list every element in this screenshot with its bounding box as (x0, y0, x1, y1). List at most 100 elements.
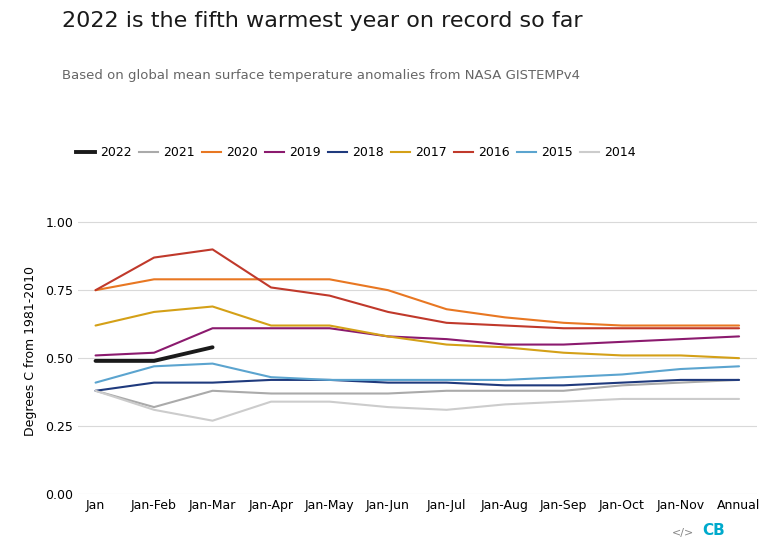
2015 (266, 374, 275, 380)
2015 (149, 363, 159, 369)
2019 (324, 325, 334, 332)
2020 (441, 306, 451, 312)
2021 (90, 388, 100, 394)
2016 (383, 309, 392, 315)
2015 (207, 360, 217, 367)
2020 (383, 287, 392, 294)
2019 (207, 325, 217, 332)
2014 (558, 399, 568, 405)
Line: 2018: 2018 (95, 380, 739, 391)
2021 (617, 382, 626, 389)
Line: 2021: 2021 (95, 380, 739, 407)
2018 (266, 377, 275, 383)
2018 (558, 382, 568, 389)
2017 (266, 322, 275, 329)
2019 (266, 325, 275, 332)
2019 (501, 341, 510, 348)
2020 (558, 320, 568, 326)
2015 (617, 371, 626, 378)
2014 (266, 399, 275, 405)
2019 (149, 349, 159, 356)
2014 (149, 406, 159, 413)
Text: </>: </> (672, 528, 694, 538)
2022 (207, 344, 217, 351)
2014 (675, 396, 685, 402)
2016 (324, 292, 334, 299)
2018 (324, 377, 334, 383)
2016 (675, 325, 685, 332)
2021 (383, 390, 392, 397)
2020 (149, 276, 159, 283)
2014 (90, 388, 100, 394)
2018 (675, 377, 685, 383)
2019 (675, 336, 685, 343)
2016 (441, 320, 451, 326)
2017 (675, 352, 685, 358)
2019 (383, 333, 392, 340)
2016 (501, 322, 510, 329)
Line: 2020: 2020 (95, 279, 739, 326)
2016 (617, 325, 626, 332)
2021 (501, 388, 510, 394)
2014 (441, 406, 451, 413)
Line: 2022: 2022 (95, 348, 212, 361)
2015 (501, 377, 510, 383)
2019 (617, 339, 626, 345)
2017 (383, 333, 392, 340)
2015 (558, 374, 568, 380)
2018 (501, 382, 510, 389)
2014 (324, 399, 334, 405)
2019 (558, 341, 568, 348)
Text: 2022 is the fifth warmest year on record so far: 2022 is the fifth warmest year on record… (62, 11, 583, 31)
2017 (617, 352, 626, 358)
2016 (207, 246, 217, 253)
2016 (558, 325, 568, 332)
2018 (441, 379, 451, 386)
2021 (266, 390, 275, 397)
2018 (207, 379, 217, 386)
2014 (207, 417, 217, 424)
2016 (266, 284, 275, 291)
Legend: 2022, 2021, 2020, 2019, 2018, 2017, 2016, 2015, 2014: 2022, 2021, 2020, 2019, 2018, 2017, 2016… (76, 146, 636, 159)
2017 (501, 344, 510, 351)
2014 (383, 404, 392, 411)
2016 (149, 254, 159, 261)
Line: 2017: 2017 (95, 306, 739, 358)
2018 (149, 379, 159, 386)
2014 (617, 396, 626, 402)
Line: 2014: 2014 (95, 391, 739, 421)
2015 (675, 366, 685, 372)
2021 (734, 377, 743, 383)
Line: 2019: 2019 (95, 328, 739, 355)
2021 (441, 388, 451, 394)
2017 (149, 309, 159, 315)
2017 (324, 322, 334, 329)
2017 (734, 355, 743, 361)
Text: CB: CB (703, 523, 725, 538)
2014 (501, 401, 510, 408)
2020 (734, 322, 743, 329)
2019 (441, 336, 451, 343)
2018 (617, 379, 626, 386)
2020 (207, 276, 217, 283)
2017 (207, 303, 217, 310)
2021 (149, 404, 159, 411)
2018 (383, 379, 392, 386)
2020 (675, 322, 685, 329)
2021 (675, 379, 685, 386)
2018 (734, 377, 743, 383)
2020 (266, 276, 275, 283)
Text: Based on global mean surface temperature anomalies from NASA GISTEMPv4: Based on global mean surface temperature… (62, 69, 580, 82)
2015 (324, 377, 334, 383)
Line: 2016: 2016 (95, 249, 739, 328)
2019 (734, 333, 743, 340)
2020 (90, 287, 100, 294)
2016 (734, 325, 743, 332)
2016 (90, 287, 100, 294)
2017 (558, 349, 568, 356)
2021 (207, 388, 217, 394)
2021 (558, 388, 568, 394)
2014 (734, 396, 743, 402)
2019 (90, 352, 100, 358)
2020 (501, 314, 510, 321)
